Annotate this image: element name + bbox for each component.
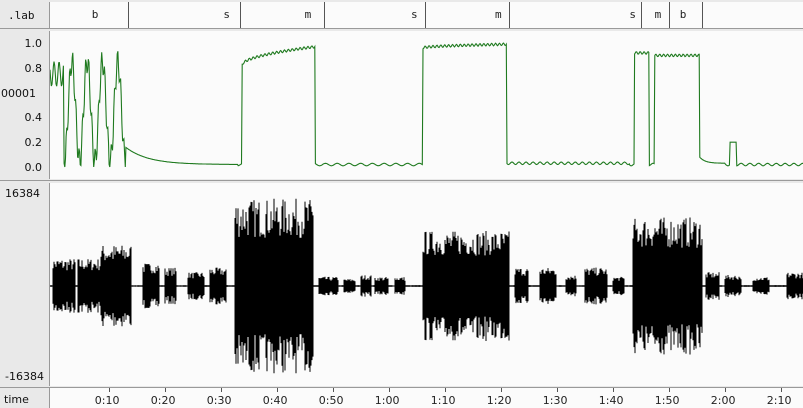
probability-track[interactable] <box>49 31 803 179</box>
time-tick-label: 0:10 <box>94 394 120 407</box>
segment-label[interactable]: s <box>223 8 231 21</box>
time-tick-label: 2:00 <box>710 394 736 407</box>
time-tick <box>444 388 446 392</box>
time-tick-label: 0:30 <box>206 394 232 407</box>
ytick-label-0.6: 00001 <box>1 87 36 100</box>
time-axis-name: time <box>4 393 52 406</box>
segment-boundary[interactable] <box>128 2 130 28</box>
wave-tier-axis: 16384 -16384 <box>0 183 48 386</box>
ytick-label-1: 1.0 <box>24 37 43 50</box>
time-tick <box>724 388 726 392</box>
time-tick <box>500 388 502 392</box>
time-tick-label: 1:20 <box>486 394 512 407</box>
wave-ymin-label: -16384 <box>5 370 44 383</box>
time-tick <box>332 388 334 392</box>
segment-boundary[interactable] <box>640 2 642 28</box>
time-axis[interactable]: 0:10 0:20 0:30 0:40 0:50 1:00 1:10 1:20 1:30 1:40… <box>49 388 803 408</box>
ytick-label-0.4: 0.4 <box>24 111 43 124</box>
waveform-track[interactable] <box>49 183 803 386</box>
wave-ymax-label: 16384 <box>5 187 40 200</box>
label-tier-name: .lab <box>8 9 48 22</box>
time-tick <box>108 388 110 392</box>
segment-boundary[interactable] <box>509 2 511 28</box>
time-tick-label: 1:40 <box>598 394 624 407</box>
segment-label[interactable]: m <box>495 8 502 21</box>
time-tick-label: 0:20 <box>150 394 176 407</box>
time-tick <box>388 388 390 392</box>
time-tick <box>164 388 166 392</box>
segment-label[interactable]: b <box>91 8 99 21</box>
time-tick <box>612 388 614 392</box>
time-tick-label: 1:30 <box>542 394 568 407</box>
segment-label[interactable]: s <box>629 8 637 21</box>
segment-label[interactable]: m <box>654 8 662 21</box>
probability-plot <box>49 42 803 168</box>
time-tick <box>780 388 782 392</box>
time-tick <box>556 388 558 392</box>
time-tick-label: 1:10 <box>430 394 456 407</box>
time-tick <box>276 388 278 392</box>
ytick-label-0.2: 0.2 <box>24 136 43 149</box>
time-tick-label: 0:50 <box>318 394 344 407</box>
segment-label[interactable]: s <box>411 8 418 21</box>
prob-tier-axis: 1.0 0.8 00001 0.4 0.2 0.0 <box>0 31 48 179</box>
label-tier[interactable]: bsmsmsmbs <box>49 2 803 28</box>
time-tick-label: 1:00 <box>374 394 400 407</box>
ytick-label-0: 0.0 <box>24 161 43 174</box>
time-tick <box>668 388 670 392</box>
time-tick-label: 2:10 <box>766 394 792 407</box>
waveform-plot <box>49 198 803 374</box>
segment-boundary[interactable] <box>668 2 670 28</box>
segment-label[interactable]: b <box>679 8 687 21</box>
probability-curve <box>49 42 803 168</box>
segment-boundary[interactable] <box>240 2 242 28</box>
segment-boundary[interactable] <box>702 2 704 28</box>
time-tick <box>220 388 222 392</box>
segment-boundary[interactable] <box>324 2 326 28</box>
time-tick-label: 0:40 <box>262 394 288 407</box>
segment-label[interactable]: m <box>304 8 312 21</box>
segment-boundary[interactable] <box>425 2 427 28</box>
time-tick-label: 1:50 <box>654 394 680 407</box>
ytick-label-0.8: 0.8 <box>24 62 43 75</box>
